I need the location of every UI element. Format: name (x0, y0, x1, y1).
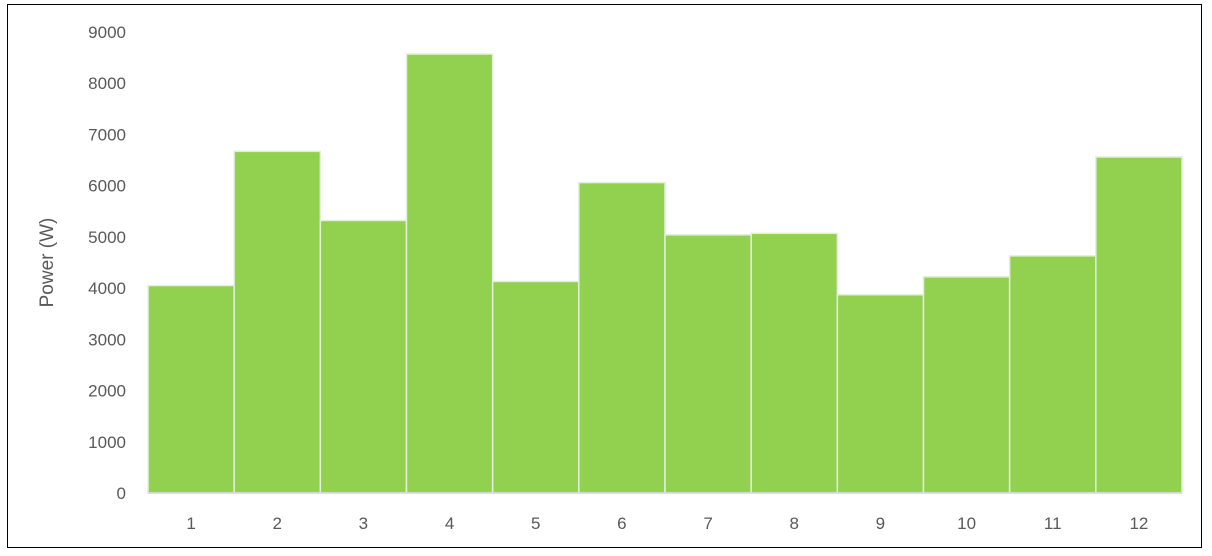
y-tick-label: 4000 (88, 279, 126, 298)
y-tick-label: 9000 (88, 23, 126, 42)
x-tick-label: 11 (1044, 514, 1062, 533)
x-tick-label: 5 (531, 514, 540, 533)
y-tick-label: 1000 (88, 433, 126, 452)
bar-8 (750, 232, 839, 494)
bars (147, 53, 1183, 494)
x-tick-label: 2 (273, 514, 282, 533)
x-tick-label: 12 (1129, 514, 1148, 533)
x-tick-label: 7 (703, 514, 712, 533)
bar-6 (578, 181, 666, 494)
y-tick-label: 8000 (88, 74, 126, 93)
y-tick-label: 3000 (88, 330, 126, 349)
bar-9 (836, 294, 925, 494)
x-tick-label: 3 (359, 514, 368, 533)
y-tick-label: 7000 (88, 125, 126, 144)
bar-11 (1008, 255, 1097, 494)
x-tick-label: 4 (445, 514, 454, 533)
y-axis-ticks: 0 1000 2000 3000 4000 5000 6000 7000 8000 9000 (88, 23, 126, 503)
x-tick-label: 9 (876, 514, 885, 533)
bar-4 (405, 53, 494, 494)
x-tick-label: 6 (617, 514, 626, 533)
y-tick-label: 6000 (88, 177, 126, 196)
bar-3 (319, 219, 408, 494)
bar-7 (664, 234, 752, 494)
bar-5 (491, 280, 580, 494)
y-tick-label: 2000 (88, 382, 126, 401)
y-tick-label: 0 (117, 484, 126, 503)
y-tick-label: 5000 (88, 228, 126, 247)
bar-1 (147, 284, 235, 494)
x-tick-label: 10 (957, 514, 976, 533)
x-axis-ticks: 1 2 3 4 5 6 7 8 9 10 11 12 (186, 514, 1148, 533)
x-tick-label: 1 (186, 514, 195, 533)
bar-10 (922, 276, 1011, 494)
x-tick-label: 8 (790, 514, 799, 533)
bar-2 (233, 150, 322, 494)
bar-12 (1095, 156, 1183, 494)
y-axis-title: Power (W) (37, 218, 58, 308)
